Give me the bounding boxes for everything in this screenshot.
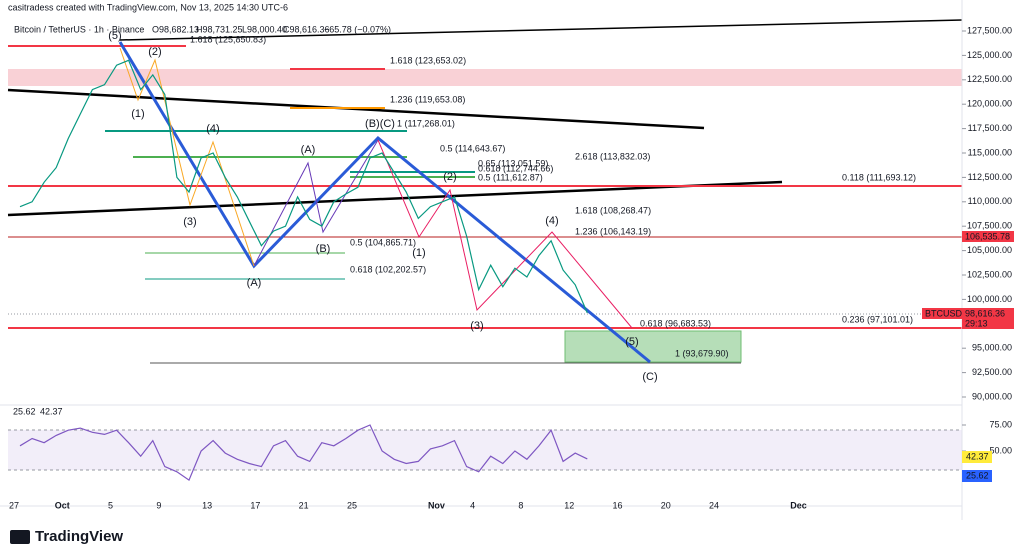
fib-label: 0.118 (111,693.12)	[842, 172, 916, 182]
price-tag-label: 29:13	[965, 318, 988, 328]
y-tick-label: 75.00	[989, 419, 1012, 429]
resistance-zone	[8, 69, 962, 86]
wave-label: (4)	[545, 215, 558, 227]
y-tick-label: 100,000.00	[967, 294, 1012, 304]
wave-b	[253, 139, 379, 267]
fib-label: 1.236 (106,143.19)	[575, 226, 651, 236]
fib-label: 0.65 (113,051.59)	[478, 158, 548, 168]
trendline	[119, 19, 963, 41]
rsi-tag	[962, 451, 992, 463]
price-tag-label: 98,616.36	[965, 308, 1005, 318]
y-tick-label: 50.00	[989, 445, 1012, 455]
wave-pink	[377, 139, 633, 329]
ohlc-value: O98,682.13	[152, 24, 199, 34]
y-tick-label: 127,500.00	[967, 25, 1012, 35]
x-tick-label: 17	[250, 500, 260, 510]
x-tick-label: 24	[709, 500, 719, 510]
wave-gold	[119, 47, 255, 267]
fib-label: 0.236 (97,101.01)	[842, 314, 913, 324]
fib-label: 0.5 (111,612.87)	[478, 172, 543, 182]
symbol: Bitcoin / TetherUS · 1h · Binance	[14, 24, 144, 34]
x-tick-label: 5	[108, 500, 113, 510]
price-tag-label: 106,535.78	[965, 231, 1010, 241]
x-tick-label: Dec	[790, 500, 807, 510]
target-zone	[564, 330, 742, 363]
wave-label: (3)	[470, 320, 483, 332]
rsi-legend: 25.62	[13, 406, 36, 416]
wave-label: (A)	[247, 277, 262, 289]
x-tick-label: Nov	[428, 500, 445, 510]
rsi-legend: 42.37	[40, 406, 63, 416]
y-tick-label: 125,000.00	[967, 50, 1012, 60]
wave-label: (C)	[642, 371, 657, 383]
fib-label: 1 (117,268.01)	[397, 118, 455, 128]
y-tick-label: 110,000.00	[968, 196, 1012, 206]
ohlc-value: H98,731.25	[196, 24, 243, 34]
rsi-tag	[962, 470, 992, 482]
wave-label: (1)	[412, 247, 425, 259]
price-tag-label: BTCUSDT	[925, 308, 968, 318]
y-tick-label: 117,500.00	[968, 123, 1012, 133]
fib-label: 0.618 (102,202.57)	[350, 264, 426, 274]
y-tick-label: 105,000.00	[967, 245, 1012, 255]
y-tick-label: 115,000.00	[968, 147, 1012, 157]
x-tick-label: 12	[564, 500, 574, 510]
wave-label: (B)	[316, 243, 331, 255]
fib-label: 0.618 (96,683.53)	[640, 318, 711, 328]
wave-label: (5)	[108, 30, 121, 42]
logo[interactable]: TradingView	[35, 528, 123, 545]
ohlc-value: L98,000.40	[242, 24, 287, 34]
wave-label: (4)	[206, 123, 219, 135]
y-tick-label: 95,000.00	[972, 343, 1012, 353]
y-tick-label: 107,500.00	[967, 221, 1012, 231]
wave-label: (3)	[183, 216, 196, 228]
x-tick-label: 13	[202, 500, 212, 510]
rsi-line	[19, 424, 588, 482]
fib-label: 1 (93,679.90)	[675, 348, 729, 358]
x-tick-label: 4	[470, 500, 475, 510]
ohlc-value: C98,616.36	[283, 24, 330, 34]
price-tag	[962, 318, 1014, 329]
fib-label: 0.5 (114,643.67)	[440, 143, 505, 153]
wave-label: (2)	[148, 46, 161, 58]
price-tag	[922, 308, 962, 319]
fib-label: 1.618 (125,850.83)	[190, 34, 266, 44]
trendline	[7, 180, 783, 217]
price-tag	[962, 231, 1014, 242]
wave-label: (2)	[443, 171, 456, 183]
wave-label: (B)(C)	[365, 118, 395, 130]
wave-label: (1)	[131, 108, 144, 120]
x-tick-label: 20	[661, 500, 671, 510]
fib-label: 0.5 (104,865.71)	[350, 237, 416, 247]
x-tick-label: 21	[299, 500, 309, 510]
rsi-tag-label: 42.37	[966, 451, 989, 461]
y-tick-label: 122,500.00	[967, 74, 1012, 84]
x-tick-label: 8	[518, 500, 523, 510]
fib-label: 1.618 (123,653.02)	[390, 55, 466, 65]
x-tick-label: 25	[347, 500, 357, 510]
wave-label: (5)	[625, 336, 638, 348]
x-tick-label: Oct	[55, 500, 70, 510]
fib-label: 1.236 (119,653.08)	[390, 94, 465, 104]
y-tick-label: 102,500.00	[967, 269, 1012, 279]
y-tick-label: 112,500.00	[968, 172, 1012, 182]
y-tick-label: 90,000.00	[972, 391, 1012, 401]
logo-icon[interactable]	[10, 530, 30, 544]
fib-label: 2.618 (113,832.03)	[575, 151, 650, 161]
y-tick-label: 92,500.00	[972, 367, 1012, 377]
rsi-tag-label: 25.62	[966, 470, 989, 480]
x-tick-label: 16	[612, 500, 622, 510]
ohlc-value: −65.78 (−0.07%)	[324, 24, 391, 34]
price-tag	[962, 308, 1014, 319]
x-tick-label: 27	[9, 500, 19, 510]
y-tick-label: 120,000.00	[967, 99, 1012, 109]
wave-label: (A)	[301, 144, 316, 156]
fib-label: 1.618 (108,268.47)	[575, 205, 651, 215]
attribution: casitradess created with TradingView.com…	[8, 2, 288, 12]
fib-label: 0.618 (112,744.66)	[478, 163, 553, 173]
price-line	[19, 59, 588, 314]
x-tick-label: 9	[156, 500, 161, 510]
